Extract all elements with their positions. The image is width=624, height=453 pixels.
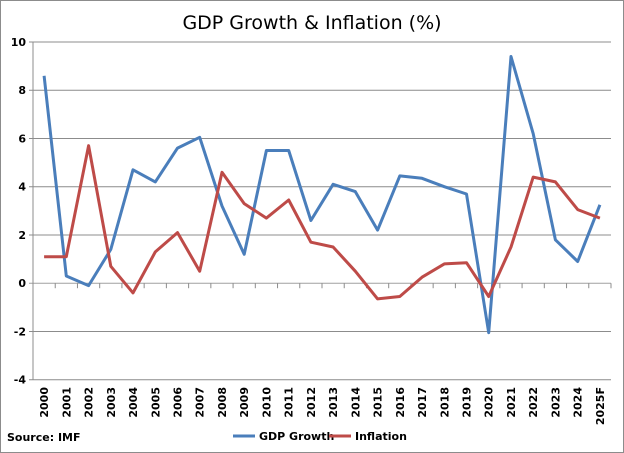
y-tick-label: 2 [18,229,26,242]
x-tick-label: 2010 [260,387,273,418]
x-tick-label: 2005 [149,387,162,418]
y-tick-label: 4 [18,181,26,194]
x-tick-label: 2019 [461,387,474,418]
chart-title: GDP Growth & Inflation (%) [182,12,441,34]
x-tick-label: 2018 [438,387,451,418]
x-tick-label: 2009 [238,387,251,418]
x-tick-label: 2022 [527,387,540,418]
x-tick-label: 2016 [394,387,407,418]
x-tick-label: 2014 [349,387,362,418]
y-tick-label: 10 [11,36,27,49]
y-tick-label: -4 [14,374,27,387]
x-tick-label: 2025F [594,387,607,425]
legend-label: GDP Growth [259,430,334,443]
legend-label: Inflation [355,430,407,443]
x-tick-label: 2021 [505,387,518,418]
x-tick-label: 2004 [127,387,140,418]
x-tick-label: 2012 [305,387,318,418]
y-tick-label: 0 [18,277,26,290]
x-tick-label: 2024 [572,387,585,418]
x-tick-label: 2015 [372,387,385,418]
x-tick-label: 2020 [483,387,496,418]
x-tick-label: 2013 [327,387,340,418]
x-tick-label: 2008 [216,387,229,418]
y-tick-label: -2 [14,325,26,338]
x-tick-label: 2003 [105,387,118,418]
x-tick-label: 2000 [38,387,51,418]
series-line-inflation [44,144,601,301]
series-line-gdp-growth [42,55,602,335]
x-tick-label: 2017 [416,387,429,418]
x-tick-label: 2023 [549,387,562,418]
x-tick-label: 2011 [283,387,296,418]
x-tick-label: 2002 [83,387,96,418]
x-tick-label: 2001 [60,387,73,418]
x-tick-label: 2007 [194,387,207,418]
x-tick-label: 2006 [172,387,185,418]
source-note: Source: IMF [7,431,81,444]
y-tick-label: 6 [18,132,26,145]
y-tick-label: 8 [18,84,26,97]
